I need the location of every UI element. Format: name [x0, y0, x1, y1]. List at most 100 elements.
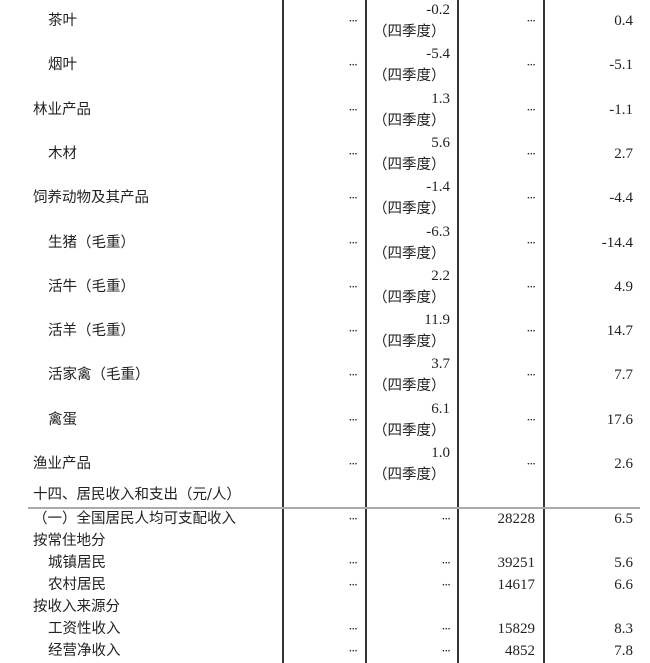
not-available-mark: ··· — [348, 191, 359, 206]
not-available-mark: ··· — [348, 102, 359, 117]
amount-value: 28228 — [497, 511, 536, 527]
column-divider — [365, 0, 367, 663]
quarter-note: （四季度） — [373, 245, 446, 262]
not-available-mark: ··· — [348, 457, 359, 471]
not-available-mark: ··· — [348, 235, 359, 250]
not-available-mark: ··· — [526, 191, 537, 206]
not-available-mark: ··· — [348, 644, 359, 658]
growth-value: -1.1 — [609, 101, 633, 118]
quarter-note: （四季度） — [373, 334, 446, 351]
row-label: 茶叶 — [48, 13, 77, 29]
growth-value: 7.7 — [614, 367, 633, 384]
not-available-mark: ··· — [441, 644, 452, 658]
not-available-mark: ··· — [348, 279, 359, 294]
quarter-value: 5.6 — [431, 134, 450, 151]
growth-value: 2.6 — [614, 456, 633, 472]
not-available-mark: ··· — [526, 412, 537, 427]
not-available-mark: ··· — [348, 512, 359, 526]
not-available-mark: ··· — [526, 279, 537, 294]
not-available-mark: ··· — [526, 58, 537, 73]
growth-value: 0.4 — [614, 13, 633, 29]
quarter-value: 1.0 — [431, 445, 450, 461]
quarter-value: -5.4 — [426, 46, 450, 63]
quarter-note: （四季度） — [373, 378, 446, 395]
quarter-note: （四季度） — [373, 467, 446, 483]
growth-value: -14.4 — [601, 234, 633, 251]
quarter-note: （四季度） — [373, 24, 446, 40]
amount-value: 39251 — [497, 555, 536, 571]
quarter-value: 3.7 — [431, 356, 450, 373]
amount-value: 4852 — [505, 643, 535, 659]
row-label: 烟叶 — [48, 57, 77, 74]
quarter-value: -0.2 — [426, 2, 450, 18]
row-label: 生猪（毛重） — [48, 234, 135, 251]
not-available-mark: ··· — [348, 58, 359, 73]
amount-value: 14617 — [497, 577, 536, 593]
growth-value: -4.4 — [609, 190, 633, 207]
amount-value: 15829 — [497, 621, 536, 637]
not-available-mark: ··· — [348, 368, 359, 383]
quarter-note: （四季度） — [373, 156, 446, 173]
quarter-value: 6.1 — [431, 400, 450, 417]
not-available-mark: ··· — [526, 457, 537, 471]
not-available-mark: ··· — [526, 324, 537, 339]
not-available-mark: ··· — [526, 235, 537, 250]
growth-value: 6.6 — [614, 577, 633, 593]
row-label: 活羊（毛重） — [48, 323, 135, 340]
not-available-mark: ··· — [348, 622, 359, 636]
column-divider — [457, 0, 459, 663]
not-available-mark: ··· — [348, 324, 359, 339]
column-divider — [543, 0, 545, 663]
not-available-mark: ··· — [441, 578, 452, 592]
row-label: 工资性收入 — [48, 621, 121, 637]
not-available-mark: ··· — [526, 14, 537, 28]
growth-value: 8.3 — [614, 621, 633, 637]
not-available-mark: ··· — [441, 512, 452, 526]
not-available-mark: ··· — [441, 556, 452, 570]
not-available-mark: ··· — [348, 578, 359, 592]
row-label: 饲养动物及其产品 — [33, 190, 149, 207]
not-available-mark: ··· — [348, 412, 359, 427]
quarter-note: （四季度） — [373, 201, 446, 218]
row-label: 禽蛋 — [48, 411, 77, 428]
not-available-mark: ··· — [526, 146, 537, 161]
growth-value: 5.6 — [614, 555, 633, 571]
quarter-value: -1.4 — [426, 179, 450, 196]
growth-value: 7.8 — [614, 643, 633, 659]
quarter-value: -6.3 — [426, 223, 450, 240]
growth-value: 6.5 — [614, 511, 633, 527]
row-label: 活牛（毛重） — [48, 278, 135, 295]
growth-value: 17.6 — [606, 411, 633, 428]
row-label: 按收入来源分 — [33, 599, 120, 615]
row-label: 林业产品 — [33, 101, 91, 118]
not-available-mark: ··· — [526, 368, 537, 383]
not-available-mark: ··· — [526, 102, 537, 117]
growth-value: -5.1 — [609, 57, 633, 74]
quarter-value: 11.9 — [424, 312, 450, 329]
row-label: 城镇居民 — [48, 555, 106, 571]
row-label: 木材 — [48, 145, 77, 162]
quarter-value: 1.3 — [431, 90, 450, 107]
quarter-note: （四季度） — [373, 422, 446, 439]
row-label: 渔业产品 — [33, 456, 91, 472]
row-label: 活家禽（毛重） — [48, 367, 150, 384]
row-label: （一）全国居民人均可支配收入 — [33, 511, 236, 527]
not-available-mark: ··· — [441, 622, 452, 636]
not-available-mark: ··· — [348, 556, 359, 570]
row-label: 经营净收入 — [48, 643, 121, 659]
section-separator — [28, 507, 640, 509]
column-divider — [282, 0, 284, 663]
not-available-mark: ··· — [348, 146, 359, 161]
quarter-note: （四季度） — [373, 289, 446, 306]
section-heading: 十四、居民收入和支出（元/人） — [33, 487, 241, 503]
growth-value: 14.7 — [606, 323, 633, 340]
row-label: 农村居民 — [48, 577, 106, 593]
quarter-note: （四季度） — [373, 112, 446, 129]
quarter-note: （四季度） — [373, 68, 446, 85]
growth-value: 2.7 — [614, 145, 633, 162]
row-label: 按常住地分 — [33, 533, 106, 549]
not-available-mark: ··· — [348, 14, 359, 28]
quarter-value: 2.2 — [431, 267, 450, 284]
growth-value: 4.9 — [614, 278, 633, 295]
